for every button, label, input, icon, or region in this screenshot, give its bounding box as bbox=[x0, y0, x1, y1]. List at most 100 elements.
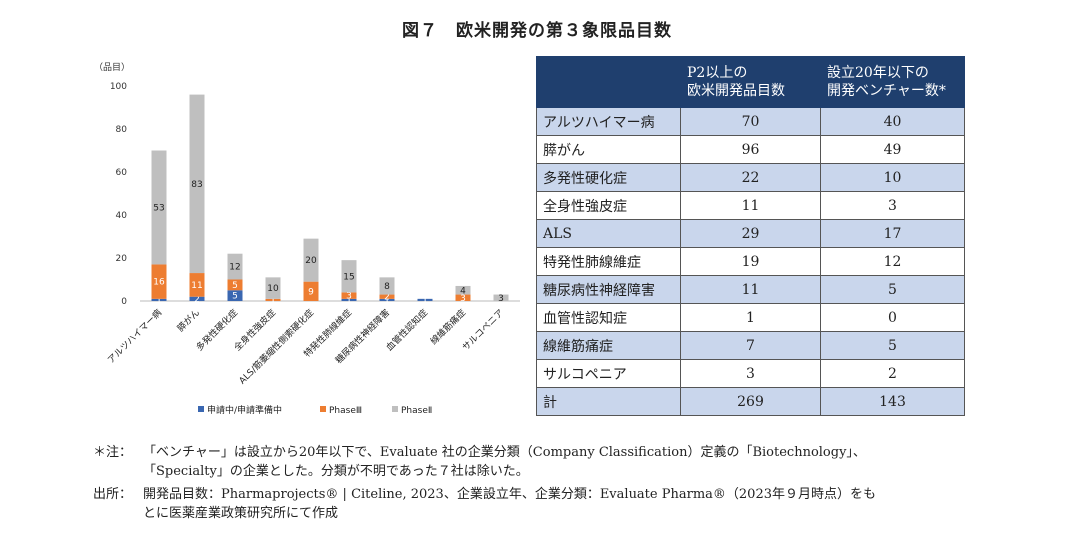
y-tick-label: 80 bbox=[116, 125, 128, 135]
table-row: 血管性認知症 1 0 bbox=[536, 303, 965, 332]
bar-segment bbox=[341, 298, 357, 301]
source-note: 出所： 開発品目数：Pharmaprojects® | Citeline, 202… bbox=[93, 485, 876, 523]
legend-label: PhaseⅢ bbox=[329, 406, 362, 416]
bar-segment bbox=[189, 273, 205, 297]
table-cell-value: 96 bbox=[680, 135, 821, 164]
y-tick-label: 60 bbox=[116, 168, 128, 178]
legend-swatch bbox=[392, 406, 398, 412]
legend-label: PhaseⅡ bbox=[401, 406, 432, 416]
table-cell-value: 5 bbox=[820, 331, 965, 360]
data-label: 5 bbox=[232, 281, 238, 291]
x-axis-labels: アルツハイマー病 膵がん多発性硬化症全身性強皮症ALS/筋萎縮性側索硬化症特発性肺… bbox=[105, 307, 506, 387]
data-label: 3 bbox=[346, 292, 352, 302]
table-cell-value: 12 bbox=[820, 247, 965, 276]
table-cell-value: 19 bbox=[680, 247, 821, 276]
table-cell-value: 11 bbox=[680, 275, 821, 304]
table-cell-label: 多発性硬化症 bbox=[536, 163, 681, 192]
table-cell-value: 70 bbox=[680, 107, 821, 136]
table-cell-value: 29 bbox=[680, 219, 821, 248]
data-label: 53 bbox=[153, 203, 164, 213]
bar-segment bbox=[265, 277, 281, 299]
note-line-1: 「ベンチャー」は設立から20年以下で、Evaluate 社の企業分類（Compa… bbox=[143, 445, 866, 460]
table-row: サルコペニア 3 2 bbox=[536, 359, 965, 388]
bar-segment bbox=[151, 264, 167, 299]
bar-segment bbox=[493, 294, 509, 301]
y-tick-label: 20 bbox=[116, 254, 128, 264]
data-label: 1 bbox=[156, 296, 162, 306]
x-tick-label: ALS/筋萎縮性側索硬化症 bbox=[236, 307, 316, 387]
data-label: 1 bbox=[384, 296, 390, 306]
footnote: ＊注： 「ベンチャー」は設立から20年以下で、Evaluate 社の企業分類（Co… bbox=[93, 443, 866, 481]
data-label: 2 bbox=[384, 293, 390, 303]
table-cell-label: 全身性強皮症 bbox=[536, 191, 681, 220]
bar-segment bbox=[417, 298, 433, 301]
table-cell-label: サルコペニア bbox=[536, 359, 681, 388]
table-cell-value: 5 bbox=[820, 275, 965, 304]
note-line-2: 「Specialty」の企業とした。分類が不明であった７社は除いた。 bbox=[143, 464, 529, 479]
x-tick-label: 線維筋痛症 bbox=[428, 307, 468, 347]
data-label: 15 bbox=[343, 272, 354, 282]
table-cell-value: 22 bbox=[680, 163, 821, 192]
bar-segment bbox=[303, 238, 319, 282]
table-cell-value: 17 bbox=[820, 219, 965, 248]
data-label: 1 bbox=[422, 296, 428, 306]
data-label: 1 bbox=[346, 296, 352, 306]
table-cell-label: 膵がん bbox=[536, 135, 681, 164]
table-row: ALS 29 17 bbox=[536, 219, 965, 248]
source-line-1: 開発品目数：Pharmaprojects® | Citeline, 2023、企… bbox=[143, 487, 876, 502]
table-row: 全身性強皮症 11 3 bbox=[536, 191, 965, 220]
table-header-row: P2以上の 欧米開発品目数 設立20年以下の 開発ベンチャー数* bbox=[536, 56, 965, 108]
table-header-col1: P2以上の 欧米開発品目数 bbox=[680, 56, 821, 108]
table-row: 糖尿病性神経障害 11 5 bbox=[536, 275, 965, 304]
table-cell-value: 269 bbox=[680, 387, 821, 416]
table-header-col2: 設立20年以下の 開発ベンチャー数* bbox=[820, 56, 965, 108]
bar-segment bbox=[341, 260, 357, 293]
data-label: 10 bbox=[267, 284, 279, 294]
table-cell-value: 3 bbox=[680, 359, 821, 388]
legend-label: 申請中/申請準備中 bbox=[207, 404, 282, 416]
data-label: 9 bbox=[308, 287, 314, 297]
bar-segment bbox=[379, 294, 395, 299]
table-row: 線維筋痛症 7 5 bbox=[536, 331, 965, 360]
table-cell-value: 0 bbox=[820, 303, 965, 332]
y-tick-label: 0 bbox=[121, 297, 127, 307]
source-label: 出所： bbox=[93, 487, 133, 502]
table-cell-label: アルツハイマー病 bbox=[536, 107, 681, 136]
data-label: 1 bbox=[270, 296, 276, 306]
table-cell-value: 143 bbox=[820, 387, 965, 416]
table-row: 多発性硬化症 22 10 bbox=[536, 163, 965, 192]
y-axis-title: （品目） bbox=[94, 62, 130, 73]
legend: 申請中/申請準備中 PhaseⅢ PhaseⅡ bbox=[198, 404, 432, 416]
bar-segment bbox=[227, 290, 243, 301]
table-cell-value: 1 bbox=[680, 303, 821, 332]
note-label: ＊注： bbox=[93, 445, 133, 460]
data-label: 5 bbox=[232, 292, 238, 302]
bar-segment bbox=[189, 296, 205, 301]
data-label: 20 bbox=[305, 256, 317, 266]
data-label: 12 bbox=[229, 263, 240, 273]
bar-segment bbox=[227, 279, 243, 291]
table-cell-label: 糖尿病性神経障害 bbox=[536, 275, 681, 304]
bar-segment bbox=[303, 281, 319, 301]
y-tick-label: 40 bbox=[116, 211, 128, 221]
data-label: 3 bbox=[460, 294, 466, 304]
table-cell-value: 3 bbox=[820, 191, 965, 220]
source-line-2: とに医薬産業政策研究所にて作成 bbox=[143, 506, 339, 521]
bar-segment bbox=[341, 292, 357, 299]
table-row: 特発性肺線維症 19 12 bbox=[536, 247, 965, 276]
legend-swatch bbox=[320, 406, 326, 412]
data-label: 8 bbox=[384, 282, 390, 292]
table-cell-label: 線維筋痛症 bbox=[536, 331, 681, 360]
bar-segment bbox=[265, 298, 281, 301]
data-label: 2 bbox=[194, 295, 200, 305]
x-tick-label: アルツハイマー病 bbox=[105, 307, 164, 366]
data-label: 83 bbox=[191, 180, 202, 190]
table-cell-value: 2 bbox=[820, 359, 965, 388]
bar-segment bbox=[227, 253, 243, 280]
figure-title: 図７ 欧米開発の第３象限品目数 bbox=[402, 21, 672, 41]
bar-segment bbox=[379, 277, 395, 295]
data-table: P2以上の 欧米開発品目数 設立20年以下の 開発ベンチャー数* アルツハイマー病 7… bbox=[536, 56, 965, 416]
table-cell-label: ALS bbox=[536, 219, 681, 248]
